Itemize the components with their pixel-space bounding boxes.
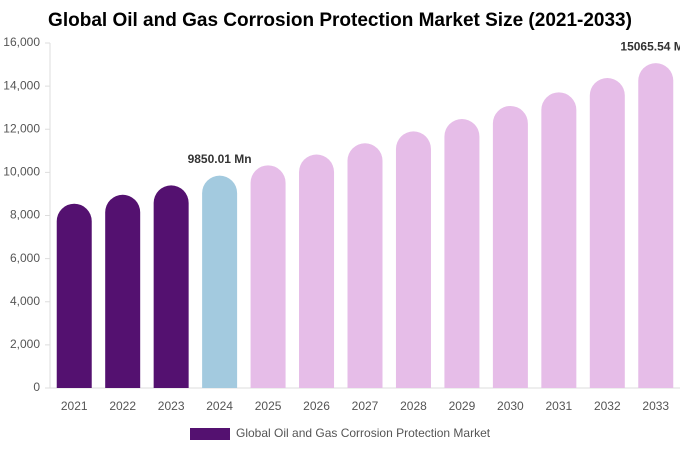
bar	[153, 185, 189, 388]
chart-title: Global Oil and Gas Corrosion Protection …	[48, 10, 632, 31]
bar	[347, 143, 383, 388]
bar	[202, 175, 238, 388]
x-tick-label: 2030	[497, 399, 524, 413]
bar	[589, 77, 625, 388]
y-tick-label: 14,000	[3, 78, 40, 92]
bar	[250, 165, 286, 388]
y-tick-label: 0	[33, 380, 40, 394]
x-tick-label: 2033	[642, 399, 669, 413]
y-tick-label: 10,000	[3, 165, 40, 179]
legend-swatch	[190, 428, 230, 440]
x-tick-label: 2024	[206, 399, 233, 413]
y-tick-label: 6,000	[10, 251, 40, 265]
y-tick-label: 8,000	[10, 208, 40, 222]
value-label: 9850.01 Mn	[188, 152, 252, 166]
legend-label: Global Oil and Gas Corrosion Protection …	[236, 426, 491, 440]
y-tick-label: 16,000	[3, 35, 40, 49]
x-tick-label: 2022	[109, 399, 136, 413]
x-tick-label: 2025	[255, 399, 282, 413]
bar	[541, 92, 577, 389]
bar	[105, 194, 141, 388]
x-tick-label: 2029	[449, 399, 476, 413]
x-tick-label: 2027	[352, 399, 379, 413]
x-tick-label: 2028	[400, 399, 427, 413]
bar	[444, 118, 480, 388]
y-tick-label: 4,000	[10, 294, 40, 308]
bar	[56, 203, 92, 388]
bar	[492, 105, 528, 388]
y-tick-label: 2,000	[10, 337, 40, 351]
x-tick-label: 2032	[594, 399, 621, 413]
x-tick-label: 2031	[545, 399, 572, 413]
value-label: 15065.54 Mn	[620, 39, 680, 53]
x-tick-label: 2026	[303, 399, 330, 413]
x-tick-label: 2023	[158, 399, 185, 413]
y-tick-label: 12,000	[3, 121, 40, 135]
bar	[299, 154, 335, 388]
bar	[638, 63, 674, 388]
x-tick-label: 2021	[61, 399, 88, 413]
bar	[395, 131, 431, 388]
